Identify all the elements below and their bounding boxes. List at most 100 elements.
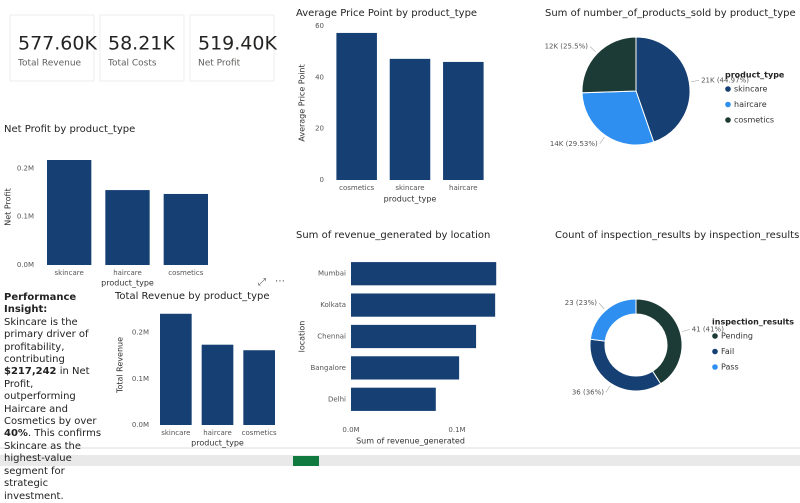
legend-marker (712, 333, 718, 339)
bar (163, 193, 208, 265)
data-label: 12K (25.5%) (545, 43, 589, 51)
insight-text: Skincare is the primary driver of profit… (4, 316, 89, 366)
bar (105, 190, 150, 265)
chart-title: Sum of number_of_products_sold by produc… (545, 8, 796, 19)
slice (589, 338, 662, 392)
y-tick-label: 0.1M (17, 213, 34, 221)
bar (201, 344, 234, 425)
x-axis-label: product_type (384, 195, 437, 204)
kpi-value: 577.60K (18, 33, 97, 55)
bar (243, 350, 275, 425)
bar (389, 58, 431, 180)
tab-button[interactable] (293, 456, 319, 466)
insight-text: in Net Profit, outperforming Haircare an… (4, 366, 97, 428)
legend-label: Pending (721, 332, 753, 341)
leader-line (682, 329, 690, 332)
legend-title: inspection_results (712, 318, 794, 327)
x-tick-label: 0.1M (448, 426, 465, 434)
x-tick-label: cosmetics (242, 429, 277, 437)
x-tick-label: haircare (203, 429, 232, 437)
page: ⤢ ⋯ 577.60K Total Revenue 58.21K Total Cost… (0, 8, 800, 502)
focus-icon[interactable]: ⤢ (258, 277, 266, 288)
y-tick-label: Delhi (328, 395, 346, 403)
kpi-card (99, 14, 185, 82)
y-axis-label: Net Profit (4, 188, 13, 225)
dashboard: ⤢ ⋯ 577.60K Total Revenue 58.21K Total Cost… (0, 8, 800, 466)
legend-marker (712, 364, 718, 370)
slice (581, 90, 655, 146)
data-label: 21K (44.97%) (701, 76, 749, 84)
legend-marker (712, 348, 718, 355)
bar (351, 324, 477, 349)
y-tick-label: Mumbai (318, 270, 346, 278)
chart-title: Net Profit by product_type (4, 124, 135, 135)
x-tick-label: skincare (161, 429, 190, 437)
legend-label: cosmetics (734, 116, 774, 125)
data-label: 23 (23%) (565, 299, 597, 307)
y-axis-label: Total Revenue (116, 337, 125, 394)
bar (351, 387, 436, 411)
y-tick-label: Bangalore (310, 364, 346, 372)
chart-title: Count of inspection_results by inspectio… (555, 230, 799, 241)
insight-text: $217,242 (4, 366, 57, 378)
x-tick-label: haircare (113, 269, 142, 277)
bar (351, 356, 460, 380)
data-label: 41 (41%) (692, 325, 724, 333)
data-label: 36 (36%) (572, 388, 604, 396)
kpi-value: 58.21K (108, 33, 175, 55)
y-axis-label: Average Price Point (298, 64, 307, 141)
bar (443, 61, 484, 180)
y-tick-label: 20 (315, 125, 324, 133)
data-label: 14K (29.53%) (550, 140, 598, 148)
slice (635, 298, 683, 385)
legend-label: haircare (734, 100, 767, 109)
x-axis-label: Sum of revenue_generated (356, 437, 465, 446)
y-tick-label: 0 (320, 176, 324, 184)
more-icon[interactable]: ⋯ (275, 276, 285, 287)
y-tick-label: Kolkata (320, 301, 346, 309)
bar (47, 159, 92, 265)
tab-bar (0, 455, 800, 466)
bar (351, 262, 497, 286)
insight-text: 40% (4, 428, 28, 440)
leader-line (598, 302, 605, 310)
legend-marker (725, 86, 731, 92)
insight-title: Performance Insight: (4, 292, 77, 316)
chart-title: Total Revenue by product_type (114, 291, 270, 302)
y-tick-label: 40 (315, 73, 324, 81)
x-axis-label: product_type (191, 439, 244, 448)
kpi-card (9, 14, 95, 82)
x-tick-label: cosmetics (168, 269, 203, 277)
y-tick-label: 60 (315, 22, 324, 30)
chart-title: Average Price Point by product_type (296, 8, 477, 19)
leader-line (599, 136, 605, 144)
kpi-label: Net Profit (198, 59, 241, 69)
kpi-value: 519.40K (198, 33, 277, 55)
y-tick-label: 0.2M (132, 329, 149, 337)
legend-marker (725, 117, 731, 123)
kpi-label: Total Revenue (17, 59, 82, 69)
x-tick-label: skincare (395, 184, 424, 192)
x-axis-label: product_type (101, 279, 154, 288)
x-tick-label: cosmetics (339, 184, 374, 192)
bar (160, 313, 192, 425)
bar (336, 32, 377, 181)
legend-label: Fail (721, 347, 734, 356)
bar (351, 293, 496, 317)
slice (635, 36, 691, 143)
x-tick-label: 0.0M (342, 426, 359, 434)
x-tick-label: haircare (449, 184, 478, 192)
leader-line (691, 80, 700, 82)
y-tick-label: 0.2M (17, 164, 34, 172)
legend-marker (725, 101, 731, 108)
y-tick-label: 0.0M (17, 261, 34, 269)
y-tick-label: 0.0M (132, 421, 149, 429)
slice (589, 298, 637, 342)
legend-title: product_type (725, 71, 785, 80)
leader-line (605, 385, 611, 393)
y-tick-label: 0.1M (132, 375, 149, 383)
slice (581, 36, 637, 94)
kpi-label: Total Costs (107, 59, 157, 69)
y-axis-label: location (298, 321, 307, 353)
x-tick-label: skincare (55, 269, 84, 277)
